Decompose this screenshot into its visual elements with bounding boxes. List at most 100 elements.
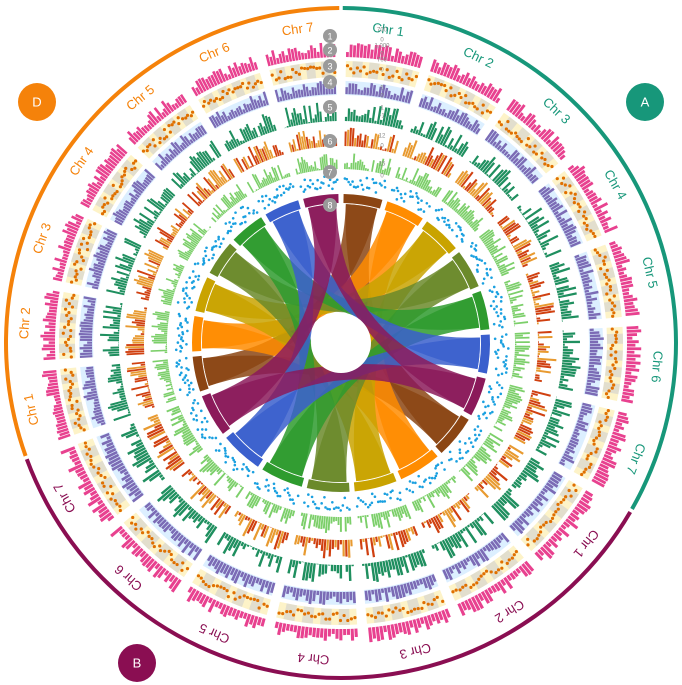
track-badge <box>323 165 337 179</box>
density-bar <box>250 576 257 587</box>
chromosome-ring <box>397 449 438 480</box>
density-bar <box>144 168 156 179</box>
scale-label: 12 <box>379 134 386 140</box>
density-bar <box>406 582 413 595</box>
fst-dot <box>437 208 441 212</box>
density-bar <box>512 157 519 165</box>
track-block <box>429 77 445 96</box>
expr-bar <box>393 558 401 576</box>
density-bar <box>508 149 519 161</box>
density-bar <box>135 130 144 139</box>
expr-bar <box>116 366 121 369</box>
density-dot <box>484 569 489 573</box>
density-dot <box>158 548 163 553</box>
density-bar <box>177 534 184 542</box>
density-bar <box>427 97 434 111</box>
variant-bar <box>349 127 353 147</box>
density-dot <box>96 471 100 475</box>
density-dot <box>514 549 518 554</box>
scale-label: 700 <box>377 28 388 34</box>
fst-dot <box>374 181 378 185</box>
density-bar <box>106 435 111 440</box>
fst-dot <box>326 507 329 511</box>
expr-bar <box>173 499 186 512</box>
expr-bar <box>491 169 504 182</box>
density-bar <box>170 530 179 540</box>
density-bar <box>91 285 99 290</box>
density-dot <box>464 583 468 587</box>
density-bar <box>148 110 160 124</box>
diversity-bar <box>357 516 360 519</box>
diversity-bar <box>174 287 177 290</box>
density-dot <box>253 82 258 86</box>
expr-bar <box>299 112 304 125</box>
density-dot <box>614 360 618 364</box>
density-dot <box>81 236 86 241</box>
density-bar <box>538 492 549 502</box>
density-bar <box>144 176 152 183</box>
density-bar <box>500 578 507 586</box>
expr-bar <box>528 459 545 471</box>
density-bar <box>128 136 137 145</box>
diversity-bar <box>233 192 242 202</box>
expr-bar <box>541 246 547 251</box>
density-dot <box>585 227 589 231</box>
variant-bar <box>488 471 500 482</box>
density-dot <box>539 525 543 529</box>
density-dot <box>170 558 174 562</box>
expr-bar <box>442 129 453 147</box>
fst-dot <box>214 449 218 452</box>
diversity-bar <box>226 208 230 211</box>
fst-dot <box>473 433 477 437</box>
fst-dot <box>264 485 267 488</box>
fst-dot <box>403 192 407 196</box>
fst-dot <box>191 270 195 273</box>
density-bar <box>509 100 519 114</box>
density-dot <box>294 70 298 75</box>
density-dot <box>281 612 285 616</box>
expr-bar <box>162 191 173 201</box>
expr-bar <box>160 196 170 205</box>
expr-bar <box>539 441 551 449</box>
diversity-bar <box>371 514 376 527</box>
diversity-bar <box>166 288 175 293</box>
fst-dot <box>495 311 498 314</box>
density-dot <box>68 334 73 339</box>
diversity-bar <box>469 219 479 228</box>
diversity-bar <box>177 276 180 279</box>
density-bar <box>586 379 596 384</box>
expr-bar <box>333 564 337 572</box>
variant-bar <box>454 502 461 510</box>
density-bar <box>511 522 524 535</box>
expr-bar <box>197 515 204 523</box>
fst-dot <box>191 388 195 391</box>
density-bar <box>205 78 212 89</box>
diversity-bar <box>209 464 218 473</box>
density-bar <box>519 115 526 122</box>
density-bar <box>146 114 158 126</box>
fst-dot <box>184 292 188 295</box>
variant-bar <box>187 209 193 215</box>
variant-bar <box>492 467 508 482</box>
expr-bar <box>562 351 573 355</box>
diversity-bar <box>165 379 172 383</box>
fst-dot <box>218 245 222 249</box>
diversity-bar <box>448 478 452 481</box>
fst-dot <box>177 312 181 316</box>
density-bar <box>48 341 56 344</box>
density-dot <box>211 584 216 588</box>
track-block <box>59 313 77 324</box>
fst-dot <box>390 188 394 192</box>
fst-dot <box>366 505 370 509</box>
expr-bar <box>449 535 459 549</box>
expr-bar <box>168 491 178 501</box>
fst-dot <box>319 186 322 190</box>
density-bar <box>57 433 71 441</box>
chromosome-label: Chr 5 <box>639 255 661 289</box>
fst-dot <box>434 209 438 212</box>
density-bar <box>602 225 609 231</box>
density-bar <box>325 88 328 95</box>
density-bar <box>343 628 347 636</box>
fst-dot <box>496 292 500 296</box>
density-bar <box>496 581 507 594</box>
